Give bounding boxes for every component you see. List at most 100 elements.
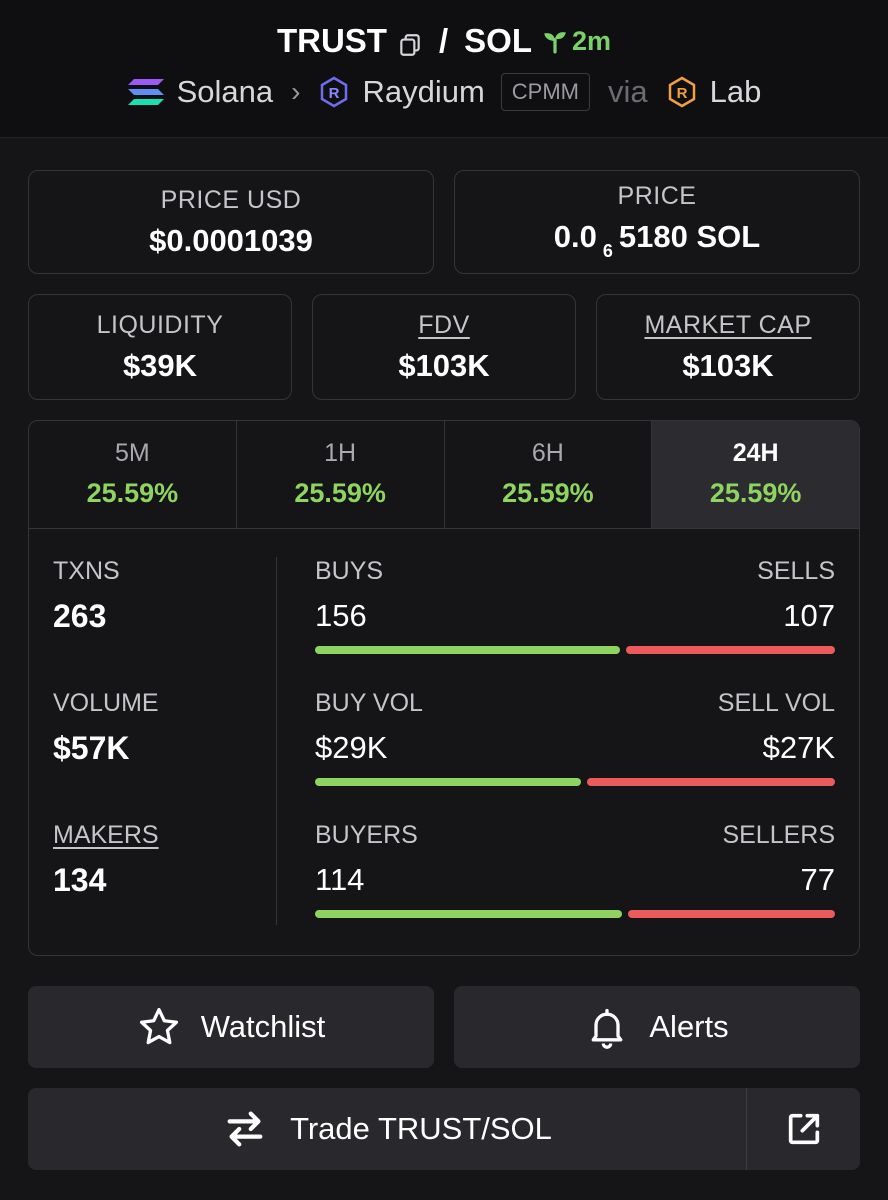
price-native-prefix: 0.0 (553, 219, 597, 254)
tab-change: 25.59% (709, 478, 802, 508)
makers-label[interactable]: MAKERS (53, 821, 159, 849)
tab-change: 25.59% (294, 478, 386, 508)
trade-button[interactable]: Trade TRUST/SOL (28, 1088, 746, 1170)
price-native-card: PRICE 0.0 6 5180 SOL (454, 170, 860, 274)
tab-label: 5M (115, 439, 150, 467)
fdv-value: $103K (398, 347, 490, 383)
sellers-value: 77 (800, 862, 835, 897)
sprout-icon (544, 32, 566, 54)
tab-1h[interactable]: 1H 25.59% (237, 421, 445, 528)
buyers-label: BUYERS (315, 821, 418, 849)
fdv-card: FDV $103K (312, 294, 576, 400)
liquidity-label: LIQUIDITY (96, 310, 224, 339)
star-icon (139, 1007, 178, 1045)
timeframe-tabs: 5M 25.59% 1H 25.59% 6H 25.59% 24H 25.59% (29, 421, 859, 529)
price-native-zero-count: 6 (602, 241, 613, 261)
pair-title: TRUST / SOL 2m (0, 22, 888, 60)
buys-sells-bar (315, 646, 835, 654)
pair-breadcrumb: Solana › R Raydium CPMM via R Lab (0, 72, 888, 112)
price-usd-value: $0.0001039 (149, 222, 313, 258)
buyers-sellers-split: BUYERS SELLERS 114 77 (315, 821, 835, 953)
quote-token-symbol: SOL (464, 22, 532, 59)
buy-share-fill (315, 778, 582, 786)
makers-metric: MAKERS 134 (53, 821, 276, 953)
base-token-symbol: TRUST (276, 22, 387, 59)
sells-label: SELLS (757, 557, 835, 585)
sellers-label: SELLERS (722, 821, 835, 849)
market-cap-value: $103K (682, 347, 774, 383)
txns-value: 263 (53, 598, 107, 634)
sell-share-fill (627, 910, 835, 918)
via-label: via (608, 74, 648, 109)
tab-label: 24H (732, 439, 779, 467)
copy-icon[interactable] (397, 28, 423, 56)
trade-bar: Trade TRUST/SOL (28, 1088, 860, 1170)
buyers-sellers-bar (315, 910, 835, 918)
txns-metric: TXNS 263 (53, 557, 276, 689)
buyers-value: 114 (315, 862, 365, 897)
chain-link[interactable]: Solana (176, 74, 274, 109)
price-native-value: 0.0 6 5180 SOL (455, 219, 859, 262)
buy-sell-volume-bar (315, 778, 835, 786)
sell-share-fill (587, 778, 835, 786)
buy-share-fill (315, 646, 620, 654)
chevron-right-icon: › (291, 76, 301, 107)
volume-label: VOLUME (53, 689, 159, 717)
tab-6h[interactable]: 6H 25.59% (445, 421, 653, 528)
buys-label: BUYS (315, 557, 384, 585)
volume-value: $57K (53, 730, 130, 766)
sells-value: 107 (783, 598, 835, 633)
buys-sells-split: BUYS SELLS 156 107 (315, 557, 835, 689)
liquidity-card: LIQUIDITY $39K (28, 294, 292, 400)
market-cap-card: MARKET CAP $103K (596, 294, 860, 400)
trade-stats-panel: 5M 25.59% 1H 25.59% 6H 25.59% 24H 25.59%… (28, 420, 860, 956)
solana-icon (127, 79, 164, 105)
watchlist-label: Watchlist (200, 1009, 326, 1044)
sell-vol-label: SELL VOL (717, 689, 835, 717)
buy-sell-volume-split: BUY VOL SELL VOL $29K $27K (315, 689, 835, 821)
tab-label: 1H (324, 439, 357, 467)
price-usd-label: PRICE USD (160, 185, 302, 214)
price-native-unit: SOL (696, 219, 761, 254)
alerts-label: Alerts (649, 1009, 729, 1044)
pair-details: PRICE USD $0.0001039 PRICE 0.0 6 5180 SOL … (0, 138, 888, 1170)
tab-24h[interactable]: 24H 25.59% (652, 421, 859, 528)
volume-metric: VOLUME $57K (53, 689, 276, 821)
alerts-button[interactable]: Alerts (454, 986, 860, 1068)
price-native-digits: 5180 (618, 219, 688, 254)
buy-vol-value: $29K (315, 730, 388, 765)
buy-vol-label: BUY VOL (315, 689, 423, 717)
tab-5m[interactable]: 5M 25.59% (29, 421, 237, 528)
lab-icon: R (668, 76, 695, 108)
tab-change: 25.59% (502, 478, 594, 508)
trade-label: Trade TRUST/SOL (290, 1111, 552, 1146)
buys-value: 156 (315, 598, 367, 633)
pair-header: TRUST / SOL 2m Solana › R Raydium CPMM v… (0, 0, 888, 138)
fdv-label[interactable]: FDV (418, 310, 470, 339)
makers-value: 134 (53, 862, 107, 898)
tab-label: 6H (531, 439, 564, 467)
pair-age: 2m (542, 26, 611, 57)
sell-vol-value: $27K (762, 730, 835, 765)
liquidity-value: $39K (122, 347, 198, 383)
price-native-label: PRICE (617, 182, 697, 210)
external-link-icon (788, 1113, 819, 1145)
raydium-icon: R (321, 76, 348, 108)
pair-separator: / (438, 22, 449, 59)
launchpad-link[interactable]: Lab (709, 74, 762, 109)
bell-icon (591, 1008, 623, 1049)
price-usd-card: PRICE USD $0.0001039 (28, 170, 434, 274)
watchlist-button[interactable]: Watchlist (28, 986, 434, 1068)
tab-change: 25.59% (86, 478, 179, 508)
svg-text:R: R (676, 85, 687, 102)
pair-age-value: 2m (571, 25, 612, 56)
txns-label: TXNS (53, 557, 120, 585)
dex-link[interactable]: Raydium (362, 74, 485, 109)
market-cap-label[interactable]: MARKET CAP (644, 310, 812, 339)
svg-text:R: R (329, 85, 340, 102)
pool-type-badge: CPMM (500, 73, 591, 111)
open-external-button[interactable] (746, 1088, 860, 1170)
buy-share-fill (315, 910, 622, 918)
sell-share-fill (625, 646, 835, 654)
swap-arrows-icon (227, 1111, 263, 1147)
